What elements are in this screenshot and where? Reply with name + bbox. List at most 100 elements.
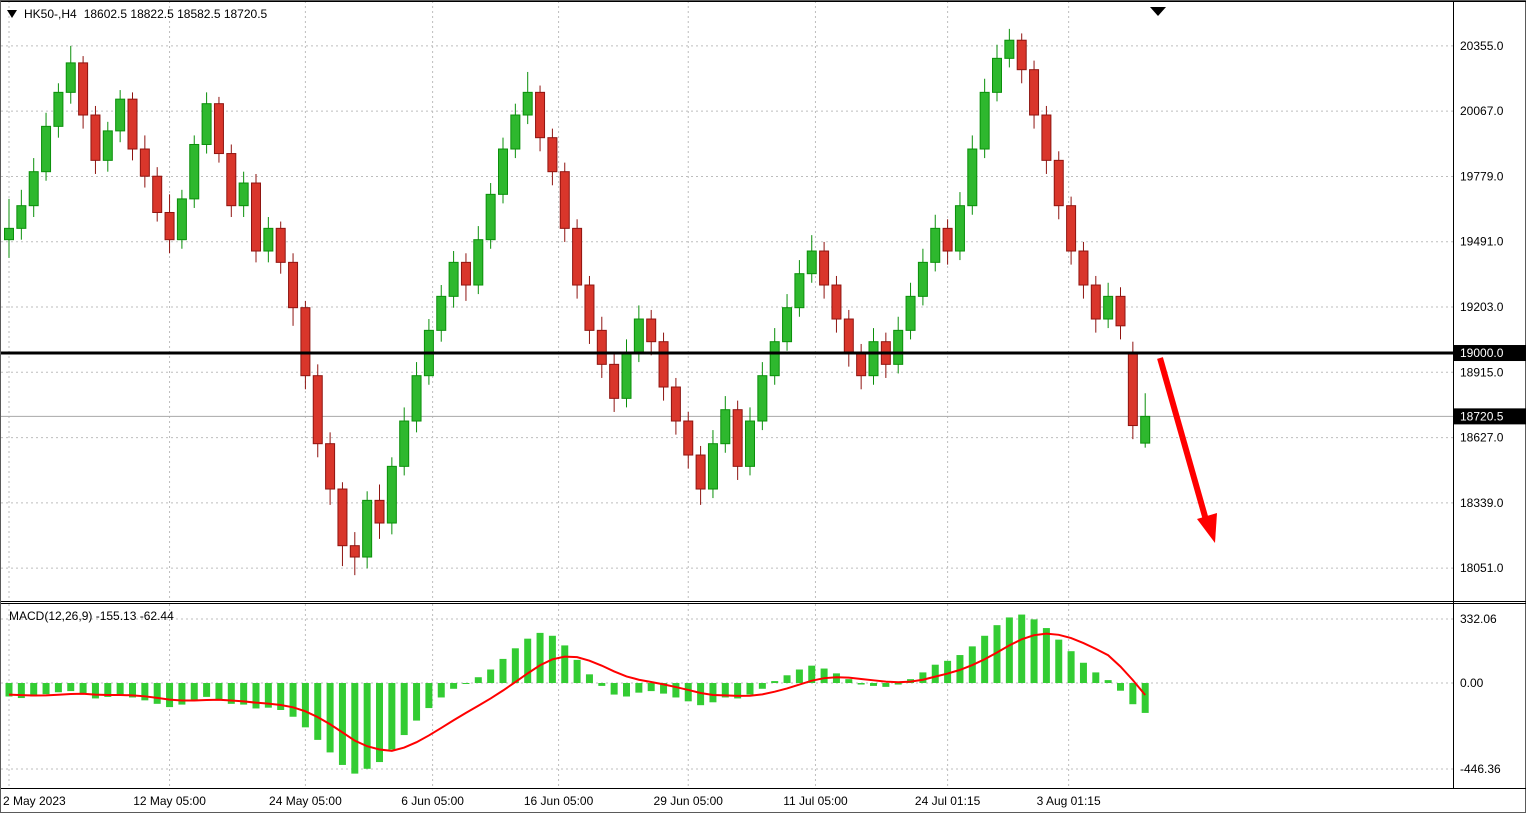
bear-candle (942, 227, 953, 252)
price-tick-label: 19491.0 (1460, 235, 1504, 249)
price-tick-label: 19779.0 (1460, 169, 1504, 183)
bear-candle (831, 284, 842, 320)
macd-bar (783, 675, 791, 684)
bear-candle (288, 261, 299, 309)
price-tick-label: 18915.0 (1460, 365, 1504, 379)
bull-candle (102, 130, 113, 161)
macd-bar (1141, 683, 1149, 713)
bear-candle (1041, 114, 1052, 161)
macd-bar (413, 683, 421, 721)
bull-candle (4, 227, 14, 241)
macd-bar (153, 683, 161, 704)
macd-bar (227, 683, 235, 704)
price-tick-label: 18051.0 (1460, 561, 1504, 575)
macd-bar (487, 669, 495, 684)
bear-candle (460, 261, 471, 286)
macd-bar (1079, 662, 1087, 684)
macd-bar (795, 669, 803, 684)
bear-candle (213, 103, 224, 155)
chart-shift-marker-icon[interactable] (1150, 7, 1166, 16)
bull-candle (53, 91, 64, 127)
bull-candle (930, 227, 941, 263)
macd-tick-label: 332.06 (1460, 612, 1497, 626)
macd-bar (808, 665, 816, 684)
time-tick-label: 16 Jun 05:00 (524, 794, 594, 808)
time-tick-label: 29 Jun 05:00 (654, 794, 724, 808)
macd-bar (1067, 651, 1075, 684)
macd-bar (17, 683, 25, 699)
macd-bar (1055, 639, 1063, 684)
macd-bar (499, 658, 507, 684)
macd-bar (91, 683, 99, 699)
price-tick-label: 20067.0 (1460, 104, 1504, 118)
bull-candle (436, 295, 447, 331)
macd-bar (363, 683, 371, 769)
bull-candle (893, 329, 904, 365)
macd-bar (351, 683, 359, 774)
bull-candle (954, 205, 965, 252)
bull-candle (757, 375, 768, 422)
price-tick-label: 20355.0 (1460, 39, 1504, 53)
bull-candle (992, 57, 1002, 93)
macd-bar (301, 683, 309, 728)
macd-bar (388, 683, 396, 750)
macd-bar (684, 683, 692, 702)
bear-candle (559, 171, 570, 229)
bull-candle (794, 273, 805, 309)
bear-candle (78, 62, 89, 116)
macd-bar (931, 664, 939, 684)
level-price-label: 19000.0 (1460, 346, 1504, 360)
bear-candle (374, 499, 385, 524)
bull-candle (707, 443, 718, 490)
macd-bar (870, 683, 877, 686)
bull-candle (176, 198, 187, 241)
time-tick-label: 24 Jul 01:15 (915, 794, 981, 808)
symbol-marker-icon (7, 10, 17, 18)
macd-bar (79, 683, 87, 695)
bull-candle (28, 171, 39, 207)
macd-bar (1117, 683, 1124, 691)
bull-candle (16, 205, 27, 229)
bear-candle (1053, 159, 1064, 207)
bear-candle (139, 148, 150, 177)
macd-bar (585, 674, 593, 684)
macd-bar (326, 683, 334, 753)
macd-bar (252, 683, 260, 709)
macd-bar (758, 683, 766, 689)
bear-candle (300, 307, 311, 377)
macd-bar (67, 683, 75, 692)
macd-bar (289, 683, 297, 717)
bear-candle (1029, 69, 1040, 116)
bull-candle (362, 499, 373, 558)
macd-histogram-layer (5, 614, 1149, 774)
macd-tick-label: 0.00 (1460, 676, 1484, 690)
macd-bar (178, 683, 186, 705)
time-tick-label: 3 Aug 01:15 (1037, 794, 1101, 808)
bear-candle (337, 488, 348, 547)
macd-axis: 332.06 0.00 -446.36 (1460, 612, 1501, 776)
bull-candle (498, 148, 508, 195)
macd-bar (264, 683, 272, 708)
bull-candle (1103, 295, 1114, 320)
bear-candle (609, 363, 620, 399)
macd-bar (215, 683, 223, 700)
chart-header: HK50-,H4 18602.5 18822.5 18582.5 18720.5 (7, 7, 267, 21)
bull-candle (633, 318, 644, 354)
bull-candle (41, 125, 52, 173)
macd-bar (1129, 683, 1137, 705)
trend-arrow[interactable] (1157, 357, 1217, 543)
bull-candle (238, 182, 249, 207)
macd-bar (116, 683, 124, 695)
bull-candle (448, 261, 459, 297)
bull-candle (621, 352, 632, 399)
macd-tick-label: -446.36 (1460, 762, 1501, 776)
macd-bar (993, 625, 1001, 684)
ohlc-values-label: 18602.5 18822.5 18582.5 18720.5 (83, 7, 268, 21)
time-tick-label: 6 Jun 05:00 (401, 794, 464, 808)
bull-candle (782, 307, 793, 343)
bull-candle (979, 91, 990, 150)
trend-arrow-shaft (1157, 357, 1209, 521)
bear-candle (683, 420, 694, 456)
bull-candle (720, 409, 731, 445)
